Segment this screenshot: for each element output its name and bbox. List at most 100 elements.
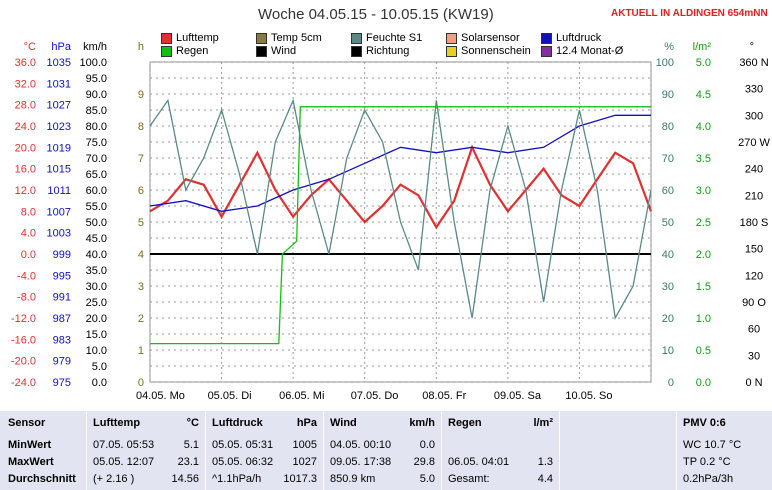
legend-label: Sonnenschein bbox=[461, 45, 531, 57]
regen-max-time: 06.05. 04:01 bbox=[448, 456, 510, 468]
lufttemp-trend: (+ 2.16 ) bbox=[93, 473, 135, 485]
axis-tick-kmh: 75.0 bbox=[86, 137, 107, 149]
axis-tick-hpa: 1031 bbox=[47, 78, 71, 90]
axis-tick-h: 8 bbox=[138, 121, 144, 133]
legend-label: Temp 5cm bbox=[271, 32, 322, 44]
axis-tick-deg: 270 W bbox=[738, 137, 770, 149]
wind-header: Wind bbox=[330, 417, 357, 429]
axis-tick-hpa: 987 bbox=[53, 313, 71, 325]
regen-column: Regen l/m² 06.05. 04:01 1.3 Gesamt: 4.4 bbox=[442, 411, 560, 490]
axis-tick-kmh: 10.0 bbox=[86, 345, 107, 357]
luftdruck-column: Luftdruck hPa 05.05. 05:31 1005 05.05. 0… bbox=[206, 411, 324, 490]
axis-tick-lm2: 4.0 bbox=[696, 121, 711, 133]
lufttemp-column: Lufttemp °C 07.05. 05:53 5.1 05.05. 12:0… bbox=[87, 411, 206, 490]
wind-distance: 850.9 km bbox=[330, 473, 376, 485]
wind-max-time: 09.05. 17:38 bbox=[330, 456, 392, 468]
axis-tick-deg: 330 bbox=[745, 84, 763, 96]
axis-tick-h: 6 bbox=[138, 185, 144, 197]
sensor-header: Sensor bbox=[8, 417, 46, 429]
axis-tick-kmh: 50.0 bbox=[86, 217, 107, 229]
axis-tick-kmh: 85.0 bbox=[86, 105, 107, 117]
legend-label: Regen bbox=[176, 45, 209, 57]
legend-item: Sonnenschein bbox=[446, 45, 531, 57]
sensor-column: Sensor MinWert MaxWert Durchschnitt bbox=[0, 411, 87, 490]
axis-tick-pct: 30 bbox=[662, 281, 674, 293]
axis-tick-kmh: 25.0 bbox=[86, 297, 107, 309]
axis-tick-deg: 120 bbox=[745, 270, 763, 282]
axis-unit-pct: % bbox=[664, 41, 674, 53]
axis-tick-kmh: 55.0 bbox=[86, 201, 107, 213]
axis-tick-pct: 20 bbox=[662, 313, 674, 325]
axis-tick-h: 0 bbox=[138, 377, 144, 389]
luftdruck-trend: ^1.1hPa/h bbox=[212, 473, 262, 485]
axis-tick-hpa: 1019 bbox=[47, 142, 71, 154]
legend-item: Wind bbox=[256, 45, 296, 57]
axis-tick-lm2: 1.0 bbox=[696, 313, 711, 325]
axis-unit-kmh: km/h bbox=[83, 41, 107, 53]
axis-tick-temp: 4.0 bbox=[21, 228, 36, 240]
axis-unit-h: h bbox=[138, 41, 144, 53]
axis-tick-lm2: 0.0 bbox=[696, 377, 711, 389]
axis-tick-temp: 32.0 bbox=[15, 78, 36, 90]
statistics-panel: Sensor MinWert MaxWert Durchschnitt Luft… bbox=[0, 411, 772, 490]
axis-tick-temp: -16.0 bbox=[11, 334, 36, 346]
axis-tick-deg: 240 bbox=[745, 164, 763, 176]
pmv-column: PMV 0:6 WC 10.7 °C TP 0.2 °C 0.2hPa/3h bbox=[677, 411, 772, 490]
axis-tick-kmh: 100.0 bbox=[79, 57, 107, 69]
axis-unit-temp: °C bbox=[24, 41, 36, 53]
axis-tick-deg: 150 bbox=[745, 244, 763, 256]
axis-tick-lm2: 3.5 bbox=[696, 153, 711, 165]
spacer-column bbox=[560, 411, 677, 490]
legend-item: Richtung bbox=[351, 45, 409, 57]
axis-tick-h: 1 bbox=[138, 345, 144, 357]
axis-tick-hpa: 1011 bbox=[47, 185, 71, 197]
legend-swatch bbox=[351, 32, 362, 44]
legend-item: Regen bbox=[161, 45, 208, 57]
wind-avg-value: 5.0 bbox=[419, 473, 435, 485]
axis-tick-kmh: 0.0 bbox=[92, 377, 107, 389]
legend-item: 12.4 Monat-Ø bbox=[541, 45, 623, 57]
axis-tick-temp: -8.0 bbox=[17, 292, 36, 304]
axis-tick-h: 4 bbox=[138, 249, 144, 261]
axis-tick-kmh: 95.0 bbox=[86, 73, 107, 85]
lufttemp-max-time: 05.05. 12:07 bbox=[93, 456, 155, 468]
axis-tick-deg: 90 O bbox=[742, 297, 766, 309]
axis-tick-temp: 36.0 bbox=[15, 57, 36, 69]
axis-tick-pct: 40 bbox=[662, 249, 674, 261]
legend-label: Feuchte S1 bbox=[366, 32, 423, 44]
legend-swatch bbox=[161, 32, 172, 44]
axis-tick-kmh: 5.0 bbox=[92, 361, 107, 373]
axis-tick-temp: -12.0 bbox=[11, 313, 36, 325]
axis-tick-kmh: 70.0 bbox=[86, 153, 107, 165]
series-line-luftdruck bbox=[149, 114, 651, 212]
axis-tick-hpa: 983 bbox=[53, 334, 71, 346]
axis-tick-temp: -24.0 bbox=[11, 377, 36, 389]
legend-label: Lufttemp bbox=[176, 32, 219, 44]
legend-item: Feuchte S1 bbox=[351, 32, 422, 44]
current-location-label: AKTUELL IN ALDINGEN 654mNN bbox=[611, 8, 768, 19]
axis-tick-deg: 300 bbox=[745, 110, 763, 122]
axis-tick-kmh: 35.0 bbox=[86, 265, 107, 277]
legend-swatch bbox=[446, 45, 457, 57]
lufttemp-unit: °C bbox=[186, 417, 199, 429]
regen-total-label: Gesamt: bbox=[448, 473, 490, 485]
axis-tick-kmh: 45.0 bbox=[86, 233, 107, 245]
legend-swatch bbox=[541, 45, 552, 57]
axis-tick-lm2: 4.5 bbox=[696, 89, 711, 101]
axis-tick-pct: 90 bbox=[662, 89, 674, 101]
axis-tick-h: 2 bbox=[138, 313, 144, 325]
axis-tick-lm2: 0.5 bbox=[696, 345, 711, 357]
series-line-feuchte-s1 bbox=[149, 98, 652, 321]
axis-tick-hpa: 1027 bbox=[47, 100, 71, 112]
axis-tick-hpa: 1035 bbox=[47, 57, 71, 69]
luftdruck-header: Luftdruck bbox=[212, 417, 263, 429]
axis-tick-pct: 100 bbox=[656, 57, 674, 69]
axis-tick-hpa: 995 bbox=[53, 270, 71, 282]
x-tick-label: 08.05. Fr bbox=[422, 390, 466, 402]
legend-label: Wind bbox=[271, 45, 297, 57]
luftdruck-max-value: 1027 bbox=[292, 456, 317, 468]
axis-tick-lm2: 5.0 bbox=[696, 57, 711, 69]
lufttemp-min-value: 5.1 bbox=[183, 439, 199, 451]
axis-tick-temp: 12.0 bbox=[15, 185, 36, 197]
legend-swatch bbox=[351, 45, 362, 57]
